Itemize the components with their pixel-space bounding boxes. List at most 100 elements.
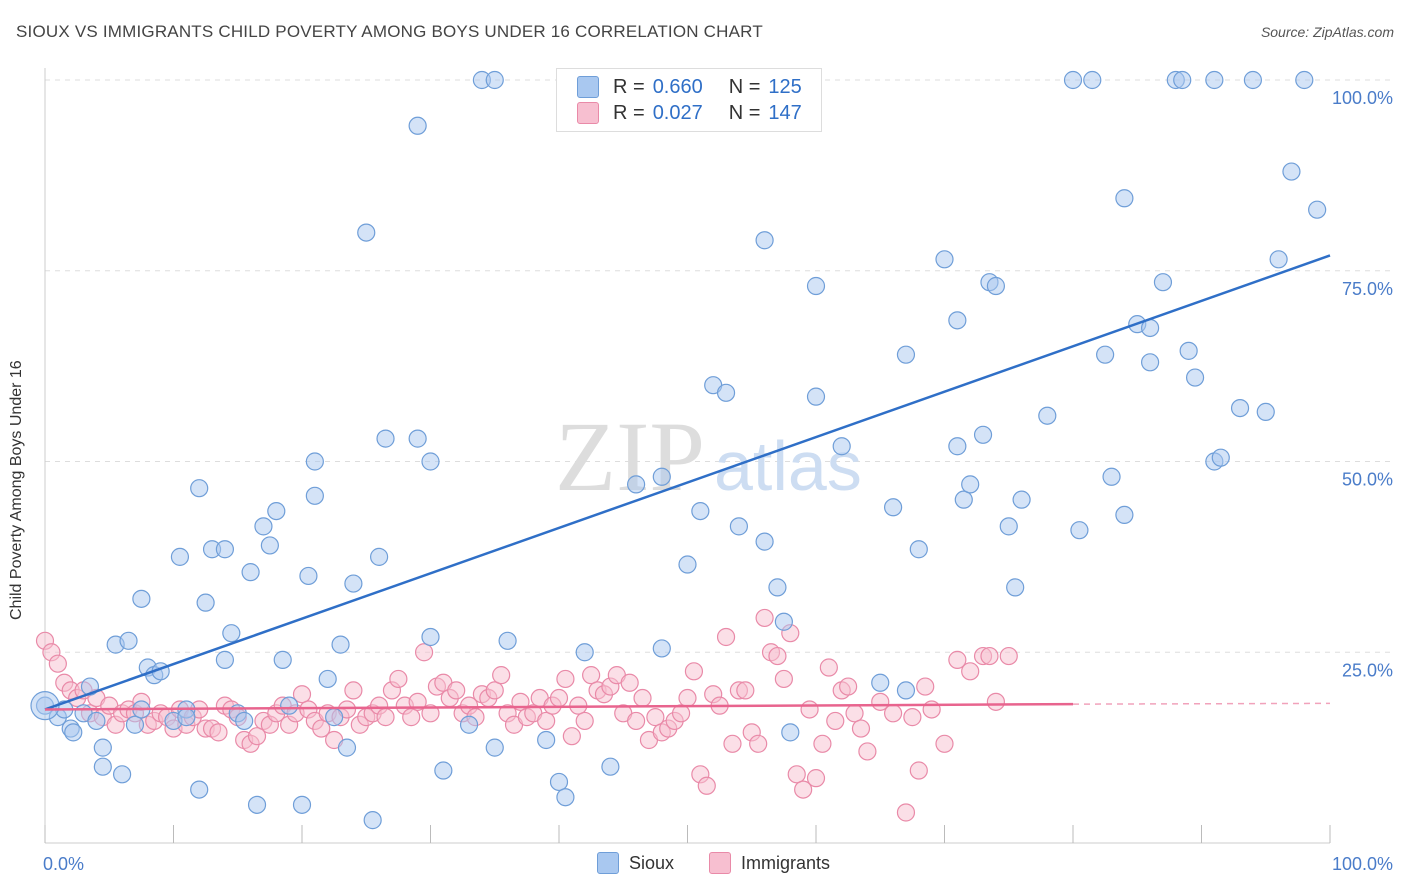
- immigrants-point: [755, 608, 774, 628]
- immigrants-point: [537, 711, 556, 731]
- sioux-point: [325, 708, 344, 727]
- sioux-point: [806, 387, 826, 406]
- sioux-point: [1070, 521, 1089, 540]
- immigrants-point: [800, 700, 819, 719]
- sioux-point: [626, 475, 646, 494]
- sioux-point: [299, 566, 318, 586]
- sioux-point: [1102, 467, 1121, 486]
- sioux-point: [363, 811, 382, 830]
- sioux-swatch: [577, 76, 599, 98]
- sioux-point: [1115, 189, 1134, 208]
- legend-row-immigrants: R = 0.027 N = 147: [577, 100, 820, 126]
- sioux-point: [832, 437, 851, 456]
- immigrants-point: [819, 658, 838, 677]
- sioux-point: [774, 612, 793, 631]
- sioux-point: [896, 345, 916, 364]
- sioux-point: [421, 452, 440, 471]
- legend-label-immigrants: Immigrants: [741, 852, 831, 873]
- sioux-point: [1038, 406, 1057, 425]
- sioux-point: [292, 795, 312, 814]
- sioux-point: [1308, 200, 1327, 219]
- sioux-point: [1205, 70, 1224, 90]
- sioux-point: [652, 639, 671, 658]
- sioux-point: [935, 250, 954, 269]
- sioux-point: [434, 761, 453, 780]
- sioux-point: [93, 738, 112, 757]
- sioux-point: [93, 757, 112, 776]
- sioux-point: [459, 715, 479, 734]
- immigrants-point: [344, 681, 363, 700]
- sioux-point: [1185, 368, 1205, 387]
- sioux-point: [909, 540, 928, 559]
- immigrants-point: [48, 654, 67, 673]
- sioux-point: [575, 643, 594, 662]
- sioux-point: [1153, 273, 1173, 292]
- sioux-point: [305, 452, 324, 471]
- y-tick-label: 25.0%: [1342, 660, 1393, 680]
- immigrants-point: [408, 692, 427, 711]
- immigrants-point: [851, 719, 871, 738]
- sioux-point: [556, 788, 575, 807]
- legend-n-label: N =: [728, 101, 761, 124]
- legend-item-immigrants[interactable]: Immigrants: [709, 852, 830, 874]
- immigrants-point: [903, 708, 922, 727]
- immigrants-point: [671, 704, 691, 723]
- immigrants-point: [883, 704, 903, 723]
- immigrants-point: [806, 769, 826, 788]
- immigrants-point: [961, 662, 980, 681]
- sioux-point: [357, 223, 376, 242]
- sioux-point: [370, 547, 389, 566]
- immigrants-point: [376, 708, 395, 727]
- sioux-point: [190, 479, 209, 498]
- legend-n-value: 147: [768, 101, 802, 124]
- sioux-point: [1211, 448, 1230, 467]
- sioux-point: [280, 696, 299, 715]
- sioux-point: [196, 593, 215, 612]
- sioux-point: [112, 765, 132, 784]
- sioux-point: [408, 429, 427, 448]
- sioux-point: [537, 730, 556, 750]
- sioux-point: [1269, 250, 1288, 269]
- x-tick-label: 100.0%: [1332, 854, 1393, 874]
- immigrants-point: [678, 688, 697, 708]
- immigrants-point: [999, 646, 1018, 666]
- sioux-point: [601, 757, 620, 776]
- x-tick-label: 0.0%: [43, 854, 84, 874]
- immigrants-point: [768, 646, 787, 666]
- immigrants-point: [909, 761, 928, 780]
- sioux-point: [318, 669, 337, 689]
- sioux-point: [691, 501, 710, 521]
- sioux-point: [260, 536, 279, 555]
- legend-r-value: 0.027: [652, 101, 703, 124]
- sioux-point: [781, 723, 800, 742]
- immigrants-trend-extension: [1072, 702, 1331, 705]
- sioux-point: [871, 673, 890, 692]
- chart-title: SIOUX VS IMMIGRANTS CHILD POVERTY AMONG …: [16, 22, 763, 41]
- legend-row-sioux: R = 0.660 N = 125: [577, 74, 820, 100]
- sioux-point: [1083, 70, 1102, 90]
- sioux-point: [948, 311, 967, 330]
- immigrants-point: [794, 780, 813, 799]
- legend-r-label: R =: [613, 101, 645, 124]
- immigrants-point: [312, 719, 331, 738]
- sioux-point: [1063, 70, 1083, 90]
- immigrants-swatch: [577, 102, 599, 124]
- sioux-point: [1230, 398, 1250, 418]
- immigrants-point: [922, 700, 941, 719]
- immigrants-point: [723, 734, 742, 753]
- legend-n-label: N =: [728, 75, 761, 98]
- immigrants-point: [916, 677, 935, 696]
- sioux-point: [170, 547, 190, 566]
- immigrants-point: [986, 692, 1006, 711]
- sioux-point: [954, 490, 973, 509]
- immigrants-point: [646, 708, 665, 727]
- immigrants-point: [774, 669, 793, 689]
- legend-item-sioux[interactable]: Sioux: [597, 852, 674, 874]
- sioux-point: [1140, 353, 1160, 372]
- sioux-point: [549, 772, 569, 792]
- immigrants-point: [749, 734, 768, 753]
- immigrants-point: [556, 669, 575, 689]
- immigrants-point: [896, 803, 916, 822]
- sioux-point: [883, 498, 903, 517]
